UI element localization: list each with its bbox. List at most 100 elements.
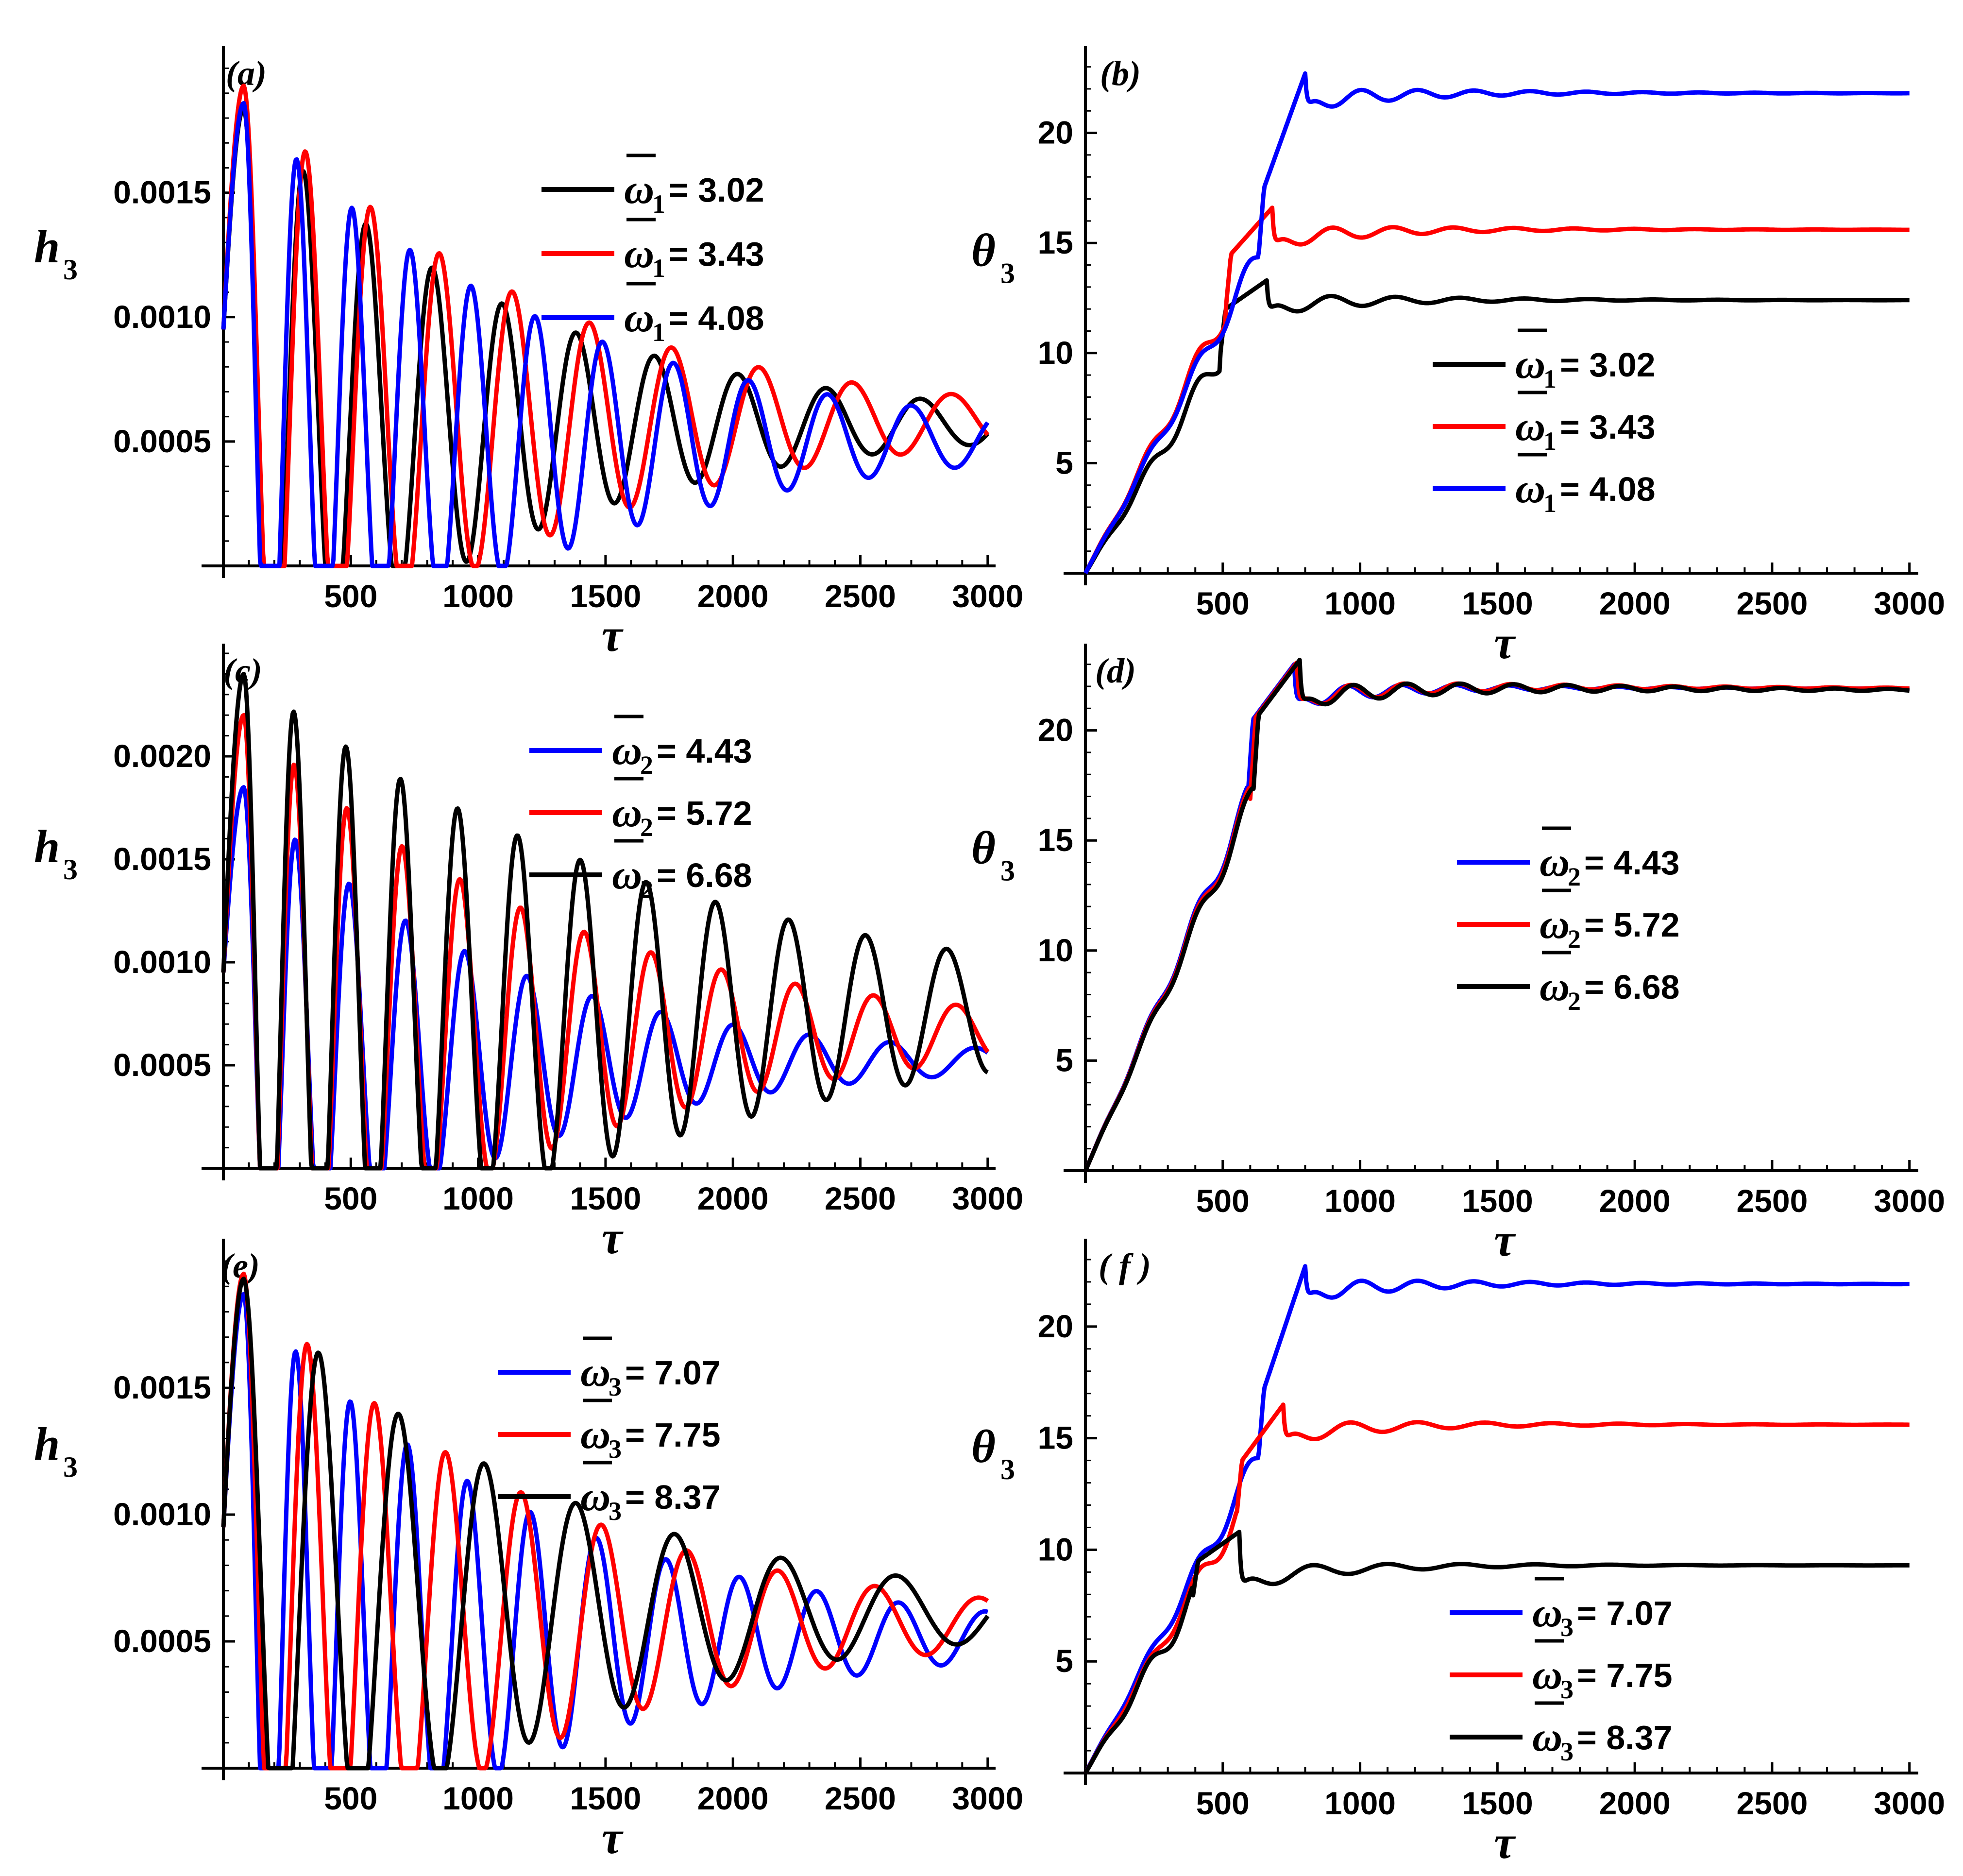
legend-symbol: ω (1540, 838, 1570, 885)
x-tick-label: 1500 (570, 578, 641, 614)
x-tick-label: 3000 (952, 1780, 1023, 1816)
series-line-1 (1083, 661, 1911, 1172)
legend-value: = 8.37 (625, 1478, 721, 1516)
legend-subscript: 3 (609, 1434, 622, 1464)
chart-panel-0: 500 1000 1500 2000 2500 3000 0.0005 0.0010 0.001… (34, 46, 1023, 661)
y-tick-label: 15 (1038, 224, 1073, 260)
series-line-1 (221, 84, 990, 568)
panel-label: (b) (1100, 54, 1141, 93)
x-tick-label: 2000 (1599, 585, 1671, 621)
series-line-1 (221, 713, 990, 1171)
x-axis-title: τ (602, 609, 624, 661)
chart-panel-4: 500 1000 1500 2000 2500 3000 0.0005 0.0010 0.001… (34, 1239, 1023, 1863)
series-line-1 (1083, 1402, 1911, 1774)
legend-symbol: ω (1532, 1713, 1562, 1760)
legend-symbol: ω (1540, 901, 1570, 947)
x-axis-title: τ (602, 1811, 624, 1863)
legend-subscript: 2 (640, 813, 653, 842)
legend-value: = 3.02 (669, 171, 764, 209)
legend-symbol: ω (612, 789, 642, 836)
legend-symbol: ω (580, 1411, 610, 1457)
legend-subscript: 1 (652, 254, 665, 283)
legend-value: = 4.08 (669, 299, 764, 337)
y-axis-title-subscript: 3 (63, 254, 78, 286)
y-tick-label: 20 (1038, 1308, 1073, 1344)
y-axis-title: θ (971, 822, 996, 874)
x-tick-label: 500 (1196, 1785, 1250, 1821)
legend-subscript: 3 (1560, 1675, 1574, 1704)
x-axis-title: τ (1494, 1214, 1516, 1266)
x-tick-label: 2000 (1599, 1183, 1671, 1219)
y-axis-title: h (34, 221, 60, 273)
x-tick-label: 2000 (1599, 1785, 1671, 1821)
legend-subscript: 2 (1568, 987, 1581, 1016)
legend-value: = 7.07 (625, 1354, 721, 1392)
x-tick-label: 2000 (697, 1780, 769, 1816)
legend-symbol: ω (1532, 1651, 1562, 1698)
legend-value: = 4.43 (657, 732, 752, 770)
legend-symbol: ω (1515, 465, 1545, 512)
y-axis-title-subscript: 3 (1000, 257, 1015, 290)
x-axis-title: τ (1494, 616, 1516, 668)
legend-subscript: 3 (609, 1372, 622, 1401)
x-tick-label: 2000 (697, 578, 769, 614)
legend-subscript: 3 (1560, 1737, 1574, 1766)
series-line-2 (221, 1277, 990, 1771)
y-axis-title: θ (971, 1420, 996, 1472)
series-line-2 (1083, 1530, 1911, 1774)
x-tick-label: 1500 (570, 1180, 641, 1216)
x-tick-label: 1500 (1462, 585, 1533, 621)
x-tick-label: 500 (1196, 1183, 1250, 1219)
legend-subscript: 3 (609, 1497, 622, 1526)
y-tick-label: 20 (1038, 712, 1073, 748)
legend-value: = 6.68 (657, 856, 752, 894)
x-tick-label: 3000 (1874, 585, 1945, 621)
panel-label: (d) (1095, 651, 1136, 690)
x-axis-title: τ (1494, 1816, 1516, 1868)
x-tick-label: 1000 (442, 1780, 514, 1816)
y-tick-label: 0.0015 (113, 1369, 211, 1405)
y-axis-title-subscript: 3 (63, 1451, 78, 1483)
legend-subscript: 1 (1543, 364, 1557, 393)
x-tick-label: 3000 (1874, 1785, 1945, 1821)
legend-value: = 7.07 (1577, 1594, 1673, 1632)
series-line-2 (1083, 71, 1911, 575)
series-line-0 (1083, 662, 1911, 1172)
legend-symbol: ω (1515, 341, 1545, 387)
x-tick-label: 2500 (825, 1180, 896, 1216)
x-tick-label: 1000 (1324, 1785, 1396, 1821)
y-axis-title-subscript: 3 (1000, 855, 1015, 887)
series-line-0 (221, 1292, 989, 1771)
y-axis-title-subscript: 3 (63, 853, 78, 886)
legend-symbol: ω (1532, 1589, 1562, 1636)
series-line-2 (1083, 658, 1911, 1172)
y-tick-label: 0.0010 (113, 1496, 211, 1532)
y-tick-label: 10 (1038, 1531, 1073, 1567)
series-line-1 (221, 1271, 989, 1771)
x-tick-label: 500 (324, 578, 377, 614)
y-tick-label: 15 (1038, 822, 1073, 858)
legend-subscript: 2 (1568, 862, 1581, 891)
x-tick-label: 3000 (1874, 1183, 1945, 1219)
legend-symbol: ω (580, 1348, 610, 1395)
legend-symbol: ω (580, 1473, 610, 1519)
legend-subscript: 1 (1543, 489, 1557, 518)
legend-subscript: 3 (1560, 1613, 1574, 1642)
x-tick-label: 500 (1196, 585, 1250, 621)
legend-value: = 6.68 (1584, 968, 1680, 1006)
y-axis-title: h (34, 1418, 60, 1470)
x-tick-label: 3000 (952, 1180, 1023, 1216)
series-line-0 (221, 106, 990, 568)
legend-value: = 3.43 (1560, 408, 1656, 446)
x-tick-label: 1500 (1462, 1785, 1533, 1821)
x-tick-label: 2500 (1737, 1183, 1808, 1219)
y-tick-label: 20 (1038, 115, 1073, 151)
x-axis-title: τ (602, 1211, 624, 1263)
legend-value: = 7.75 (625, 1416, 721, 1454)
legend-value: = 7.75 (1577, 1656, 1673, 1694)
x-tick-label: 500 (324, 1180, 377, 1216)
legend-symbol: ω (1515, 403, 1545, 449)
x-tick-label: 1000 (1324, 585, 1396, 621)
